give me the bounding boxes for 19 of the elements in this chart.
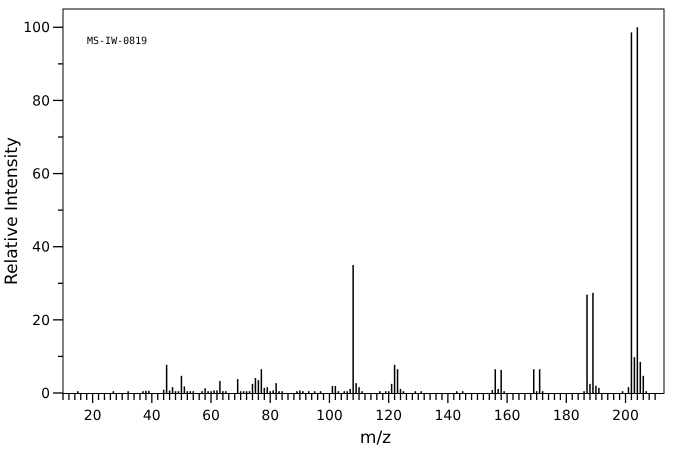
y-tick-label: 60 — [32, 166, 50, 182]
y-tick-label: 40 — [32, 240, 50, 256]
x-tick-label: 60 — [202, 408, 220, 424]
y-tick-label: 100 — [23, 20, 50, 36]
x-tick-label: 200 — [612, 408, 639, 424]
x-tick-label: 160 — [494, 408, 520, 424]
x-tick-label: 140 — [434, 408, 462, 424]
x-axis-title: m/z — [360, 428, 392, 448]
y-tick-label: 80 — [32, 93, 50, 110]
annotation: MS-IW-0819 — [87, 36, 148, 47]
y-axis-title: Relative Intensity — [2, 137, 22, 285]
y-tick-label: 20 — [32, 312, 50, 329]
x-tick-label: 120 — [375, 408, 402, 424]
x-tick-label: 100 — [316, 408, 343, 424]
x-tick-label: 20 — [84, 408, 102, 424]
x-tick-label: 180 — [552, 408, 580, 424]
x-tick-label: 40 — [142, 408, 161, 424]
x-tick-label: 80 — [261, 408, 280, 424]
y-tick-label: 0 — [41, 386, 50, 402]
